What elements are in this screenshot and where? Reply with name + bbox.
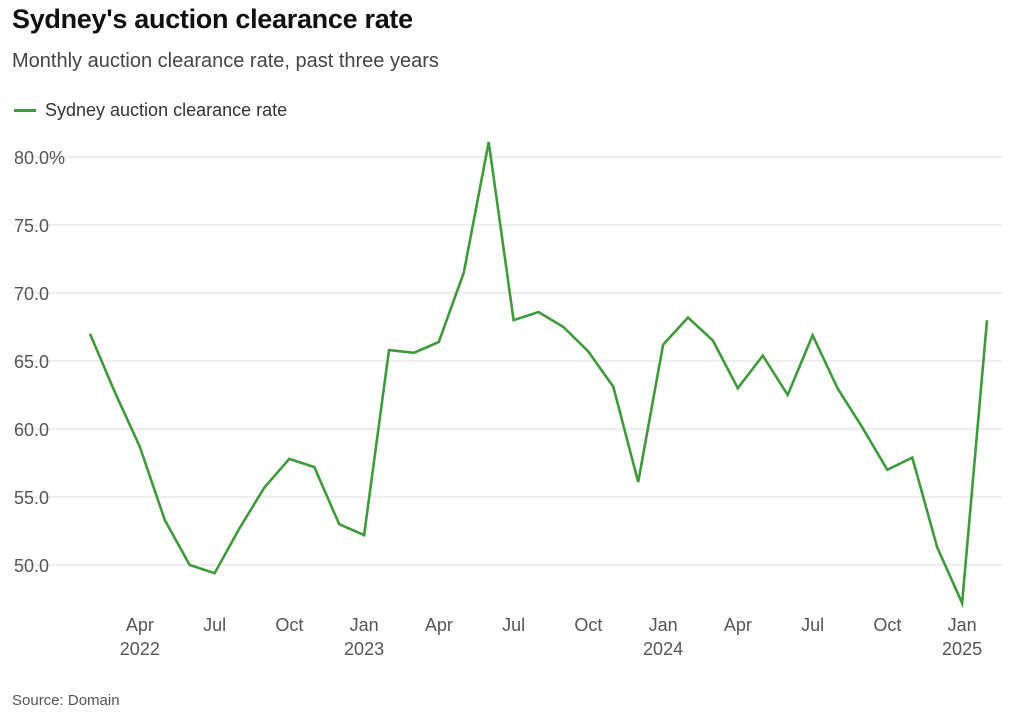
- x-tick-label: Oct: [574, 615, 602, 635]
- chart-subtitle: Monthly auction clearance rate, past thr…: [12, 50, 439, 72]
- y-tick-label: 75.0: [14, 216, 49, 236]
- chart-title: Sydney's auction clearance rate: [12, 4, 413, 34]
- x-tick-label: Oct: [873, 615, 901, 635]
- y-tick-label: 80.0%: [14, 148, 65, 168]
- x-tick-year-label: 2023: [344, 639, 384, 659]
- x-axis-ticks: Apr 2022 Jul Oct Jan 2023 Apr Jul Oct Jan 2024 Apr J…: [120, 615, 982, 659]
- y-tick-label: 65.0: [14, 352, 49, 372]
- gridlines: [14, 156, 1002, 566]
- legend-label: Sydney auction clearance rate: [45, 100, 288, 120]
- y-axis-ticks: 80.0% 75.0 70.0 65.0 60.0 55.0 50.0: [14, 148, 65, 576]
- x-tick-label: Oct: [275, 615, 303, 635]
- x-tick-label: Jan: [350, 615, 379, 635]
- y-tick-label: 55.0: [14, 488, 49, 508]
- x-tick-year-label: 2024: [643, 639, 683, 659]
- x-tick-year-label: 2022: [120, 639, 160, 659]
- y-tick-label: 70.0: [14, 284, 49, 304]
- series-line: [88, 141, 989, 609]
- legend: Sydney auction clearance rate: [14, 100, 287, 121]
- x-tick-label: Apr: [724, 615, 752, 635]
- x-tick-label: Jan: [649, 615, 678, 635]
- x-tick-label: Jul: [801, 615, 824, 635]
- x-tick-label: Apr: [126, 615, 154, 635]
- y-tick-label: 50.0: [14, 556, 49, 576]
- x-tick-label: Apr: [425, 615, 453, 635]
- source-note: Source: Domain: [12, 692, 120, 709]
- y-tick-label: 60.0: [14, 420, 49, 440]
- x-tick-label: Jan: [948, 615, 977, 635]
- x-tick-year-label: 2025: [942, 639, 982, 659]
- x-tick-label: Jul: [203, 615, 226, 635]
- series-layer: [88, 141, 989, 609]
- x-tick-label: Jul: [502, 615, 525, 635]
- line-chart: 80.0% 75.0 70.0 65.0 60.0 55.0 50.0 Apr 2022 Jul…: [14, 141, 1002, 659]
- legend-line-swatch: [14, 109, 36, 112]
